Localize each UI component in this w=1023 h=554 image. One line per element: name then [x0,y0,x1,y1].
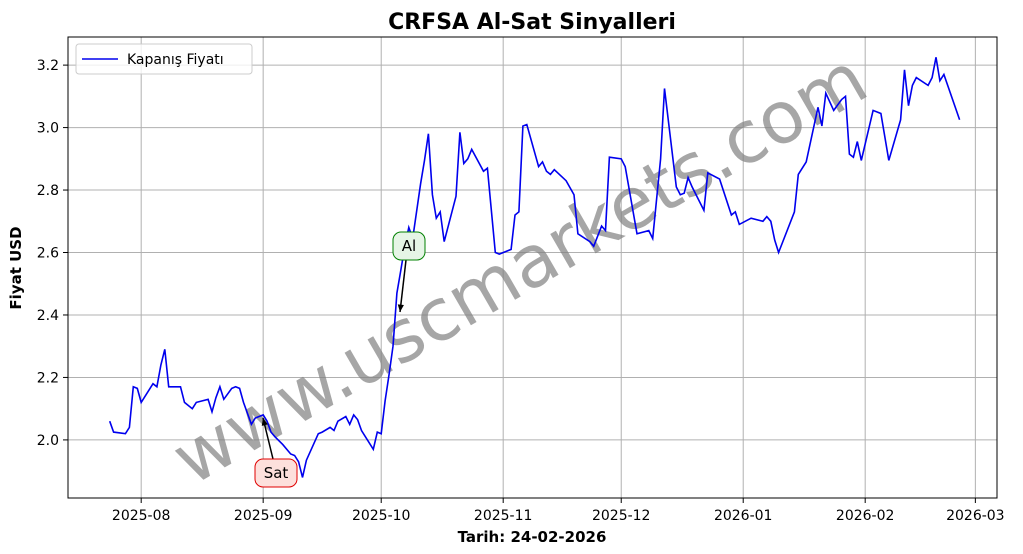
y-tick-label: 2.4 [37,308,59,324]
x-tick-label: 2025-10 [352,508,411,524]
chart-title: CRFSA Al-Sat Sinyalleri [388,10,676,35]
y-tick-label: 2.0 [37,433,59,449]
x-tick-label: 2026-02 [836,508,895,524]
annotation-arrowhead [261,418,268,426]
annotation-box [392,231,426,261]
x-tick-label: 2025-11 [474,508,533,524]
x-tick-label: 2026-01 [714,508,773,524]
y-tick-label: 3.2 [37,58,59,74]
legend-label: Kapanış Fiyatı [127,52,224,68]
annotation-label: Al [402,237,416,255]
x-axis-label: Tarih: 24-02-2026 [458,528,607,546]
price-line [108,57,961,478]
plot-frame [67,36,998,499]
x-tick-label: 2025-08 [112,508,171,524]
legend-box [75,43,253,75]
y-tick-label: 2.2 [37,370,59,386]
annotation-box [254,458,298,488]
annotation-arrow [399,259,407,313]
x-tick-label: 2026-03 [946,508,1005,524]
y-tick-label: 3.0 [37,121,59,137]
annotation-label: Sat [264,464,289,482]
y-axis-label: Fiyat USD [7,226,25,309]
y-tick-label: 2.6 [37,246,59,262]
annotation-arrowhead [397,304,404,312]
y-tick-label: 2.8 [37,183,59,199]
x-tick-label: 2025-09 [234,508,293,524]
x-tick-label: 2025-12 [592,508,651,524]
